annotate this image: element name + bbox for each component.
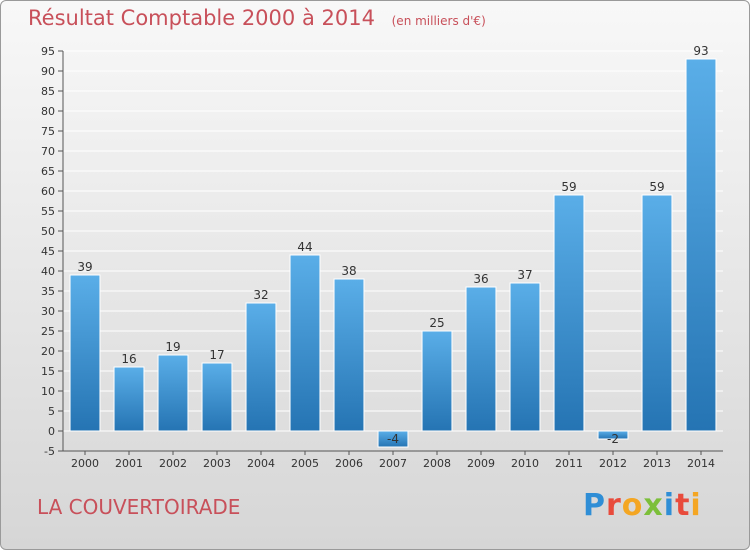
bar bbox=[597, 430, 629, 440]
logo-letter: i bbox=[663, 488, 676, 523]
x-tick-label: 2007 bbox=[379, 457, 407, 470]
logo-letter: i bbox=[690, 488, 702, 523]
bar bbox=[289, 254, 321, 432]
data-label: 32 bbox=[253, 288, 268, 302]
x-tick-label: 2006 bbox=[335, 457, 363, 470]
data-label: 93 bbox=[693, 44, 708, 58]
y-tick-label: 70 bbox=[41, 145, 55, 158]
y-tick-label: 95 bbox=[41, 45, 55, 58]
data-label: 17 bbox=[209, 348, 224, 362]
x-tick-label: 2000 bbox=[71, 457, 99, 470]
y-tick-label: 65 bbox=[41, 165, 55, 178]
y-tick-label: 5 bbox=[48, 405, 55, 418]
data-label: 59 bbox=[649, 180, 664, 194]
chart-title-text: Résultat Comptable 2000 à 2014 bbox=[28, 6, 375, 30]
logo-letter: x bbox=[643, 488, 664, 523]
data-label: -2 bbox=[607, 432, 619, 446]
place-name: LA COUVERTOIRADE bbox=[37, 495, 241, 519]
bar bbox=[377, 430, 409, 448]
x-tick-label: 2001 bbox=[115, 457, 143, 470]
y-tick-label: 20 bbox=[41, 345, 55, 358]
y-tick-label: 30 bbox=[41, 305, 55, 318]
x-tick-label: 2008 bbox=[423, 457, 451, 470]
bar bbox=[69, 274, 101, 432]
bar bbox=[685, 58, 717, 432]
y-tick-label: 80 bbox=[41, 105, 55, 118]
chart-title: Résultat Comptable 2000 à 2014 (en milli… bbox=[28, 6, 486, 30]
logo-letter: t bbox=[675, 488, 691, 523]
y-tick-label: 75 bbox=[41, 125, 55, 138]
data-label: 59 bbox=[561, 180, 576, 194]
y-tick-label: 50 bbox=[41, 225, 55, 238]
x-tick-label: 2011 bbox=[555, 457, 583, 470]
y-tick-label: 85 bbox=[41, 85, 55, 98]
y-tick-label: 55 bbox=[41, 205, 55, 218]
chart-unit: (en milliers d'€) bbox=[391, 14, 486, 28]
logo-letter: P bbox=[583, 488, 606, 523]
data-label: 25 bbox=[429, 316, 444, 330]
bar bbox=[113, 366, 145, 432]
x-tick-label: 2014 bbox=[687, 457, 715, 470]
bar bbox=[245, 302, 277, 432]
y-tick-label: 45 bbox=[41, 245, 55, 258]
x-tick-label: 2002 bbox=[159, 457, 187, 470]
data-label: 39 bbox=[77, 260, 92, 274]
data-label: 44 bbox=[297, 240, 312, 254]
proxiti-logo[interactable]: Proxiti bbox=[583, 488, 702, 523]
bar bbox=[509, 282, 541, 432]
y-tick-label: 25 bbox=[41, 325, 55, 338]
data-label: 37 bbox=[517, 268, 532, 282]
x-tick-label: 2009 bbox=[467, 457, 495, 470]
data-label: 38 bbox=[341, 264, 356, 278]
x-tick-label: 2003 bbox=[203, 457, 231, 470]
data-label: -4 bbox=[387, 432, 399, 446]
y-tick-label: 90 bbox=[41, 65, 55, 78]
logo-letter: r bbox=[606, 488, 622, 523]
y-tick-label: 15 bbox=[41, 365, 55, 378]
x-tick-label: 2012 bbox=[599, 457, 627, 470]
bar bbox=[465, 286, 497, 432]
x-axis: 2000 2001 2002 2003 2004 2005 2006 2007 2008 2009… bbox=[71, 451, 715, 470]
data-labels: 39 16 19 17 32 44 38 -4 25 36 37 59 -2 59 93 bbox=[77, 44, 708, 446]
y-tick-label: 60 bbox=[41, 185, 55, 198]
bar bbox=[553, 194, 585, 432]
x-tick-label: 2010 bbox=[511, 457, 539, 470]
data-label: 16 bbox=[121, 352, 136, 366]
x-tick-label: 2004 bbox=[247, 457, 275, 470]
y-tick-label: 10 bbox=[41, 385, 55, 398]
bars bbox=[69, 58, 717, 448]
bar bbox=[201, 362, 233, 432]
bar bbox=[157, 354, 189, 432]
bar bbox=[641, 194, 673, 432]
y-tick-label: 35 bbox=[41, 285, 55, 298]
x-tick-label: 2013 bbox=[643, 457, 671, 470]
y-tick-label: 0 bbox=[48, 425, 55, 438]
logo-letter: o bbox=[621, 488, 644, 523]
bar bbox=[421, 330, 453, 432]
data-label: 36 bbox=[473, 272, 488, 286]
y-tick-label: -5 bbox=[44, 445, 55, 458]
y-tick-label: 40 bbox=[41, 265, 55, 278]
bar bbox=[333, 278, 365, 432]
x-tick-label: 2005 bbox=[291, 457, 319, 470]
data-label: 19 bbox=[165, 340, 180, 354]
